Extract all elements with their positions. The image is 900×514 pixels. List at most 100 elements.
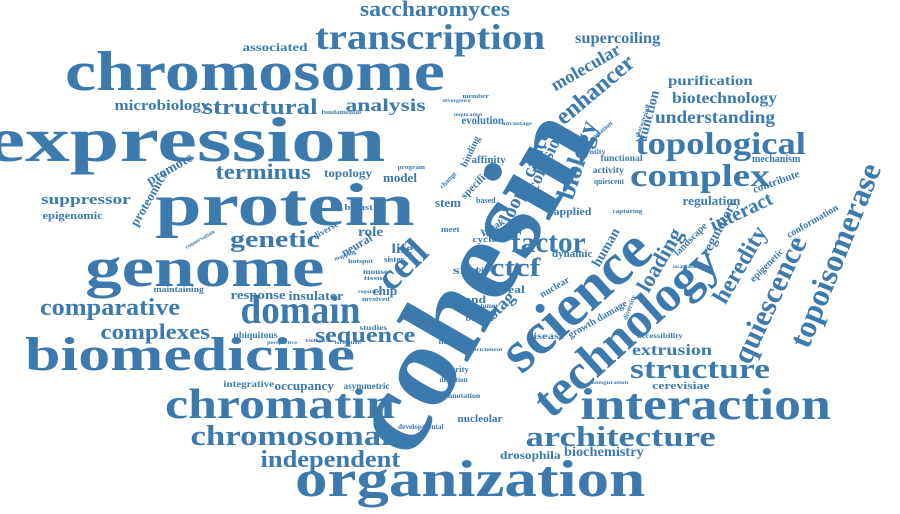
word: member bbox=[461, 94, 489, 100]
word: capturing bbox=[611, 209, 643, 215]
word: topology bbox=[323, 166, 373, 180]
word: implication bbox=[453, 112, 483, 118]
word: stem bbox=[435, 194, 461, 210]
word: configuration bbox=[588, 380, 628, 386]
word: localization bbox=[672, 264, 700, 270]
word: insulator bbox=[288, 287, 344, 303]
word: ubiquitous bbox=[233, 329, 278, 340]
word: comparative bbox=[39, 295, 180, 321]
word: mouse bbox=[362, 267, 388, 276]
word: applied bbox=[553, 205, 591, 218]
word: evolution bbox=[461, 113, 504, 127]
word: type bbox=[481, 232, 499, 238]
word: formation bbox=[333, 340, 361, 346]
word: site bbox=[452, 263, 478, 277]
word: biological bbox=[305, 338, 331, 344]
word: protein bbox=[155, 172, 415, 238]
word: genetic bbox=[230, 227, 320, 253]
word: supercoiling bbox=[574, 30, 660, 47]
word: chromosome bbox=[65, 41, 445, 103]
word: sister bbox=[383, 255, 405, 264]
word: reveal bbox=[489, 285, 525, 296]
word: chromatin bbox=[164, 382, 395, 428]
word: saccharomyces bbox=[360, 0, 511, 21]
word: dynamic bbox=[552, 247, 593, 260]
word: accessibility bbox=[637, 331, 683, 340]
word: genome bbox=[85, 237, 325, 299]
word: structural bbox=[202, 94, 318, 119]
word: domain bbox=[240, 287, 360, 332]
word: breast bbox=[343, 203, 373, 212]
word: involved bbox=[362, 297, 390, 303]
word: annotation bbox=[443, 391, 481, 400]
word: architecture bbox=[525, 422, 716, 453]
word: maintaining bbox=[152, 285, 204, 294]
word: expression bbox=[0, 104, 385, 175]
word: complex bbox=[630, 157, 770, 193]
word: biomedicine bbox=[24, 328, 356, 381]
word: multiple bbox=[438, 337, 470, 346]
word: biotechnology bbox=[671, 90, 777, 107]
word: ctcf bbox=[489, 253, 541, 282]
word: enrichment bbox=[469, 347, 503, 353]
word: tumor bbox=[479, 301, 498, 310]
word: nucleolar bbox=[457, 414, 503, 425]
word: integrative bbox=[222, 378, 274, 389]
word: sequence bbox=[314, 322, 416, 347]
word: meet bbox=[440, 225, 460, 234]
word: organization bbox=[294, 451, 646, 508]
word: disease bbox=[526, 330, 564, 341]
word: perspective bbox=[266, 340, 298, 346]
word: bioid bbox=[475, 265, 495, 274]
word: understanding bbox=[655, 107, 776, 127]
word: based bbox=[476, 196, 496, 205]
word: drosophila bbox=[499, 448, 561, 462]
word: biochemistry bbox=[563, 445, 644, 460]
word: regulation bbox=[681, 192, 740, 208]
word: complexes bbox=[100, 319, 210, 344]
word: chromosomal bbox=[189, 421, 391, 452]
word: asymmetric bbox=[343, 380, 389, 391]
word: topological bbox=[634, 125, 806, 161]
word: cycle bbox=[472, 235, 496, 244]
word: affinity bbox=[470, 155, 506, 166]
word: divergence bbox=[441, 98, 471, 104]
word: structure bbox=[629, 354, 770, 385]
word: activity bbox=[592, 164, 624, 175]
word: suppressor bbox=[41, 191, 131, 208]
word: associated bbox=[242, 40, 308, 54]
word: role bbox=[357, 225, 383, 240]
word: integrity bbox=[435, 365, 469, 374]
word: epigenomic bbox=[41, 209, 103, 222]
word: factor bbox=[510, 226, 586, 259]
word: model bbox=[383, 169, 417, 185]
word: detection bbox=[438, 375, 468, 384]
word: life bbox=[391, 242, 413, 257]
word: identity bbox=[579, 147, 605, 156]
word: developmental bbox=[398, 422, 444, 431]
word: mechanism bbox=[752, 154, 801, 165]
word: program bbox=[397, 165, 425, 171]
word: analysis bbox=[345, 95, 426, 115]
word: strand bbox=[448, 293, 486, 306]
word: occupancy bbox=[274, 377, 334, 393]
word: transcription bbox=[314, 17, 546, 57]
word: tissue bbox=[363, 276, 387, 282]
word: border bbox=[465, 312, 495, 323]
word: interaction bbox=[579, 380, 831, 429]
word: extrusion bbox=[632, 342, 712, 359]
word: microbiology bbox=[114, 97, 210, 114]
word: response bbox=[230, 286, 286, 302]
word: regulator bbox=[358, 289, 382, 295]
word: quiescent bbox=[593, 177, 625, 186]
word: studies bbox=[359, 323, 387, 332]
word: purification bbox=[667, 74, 753, 89]
word: terminus bbox=[215, 159, 311, 184]
word: functional bbox=[599, 152, 643, 163]
word: chip bbox=[372, 282, 398, 298]
word: advantage bbox=[502, 121, 532, 127]
word: cerevisiae bbox=[652, 379, 710, 392]
word: fundamental bbox=[321, 110, 361, 116]
word: hotspot bbox=[347, 259, 373, 265]
